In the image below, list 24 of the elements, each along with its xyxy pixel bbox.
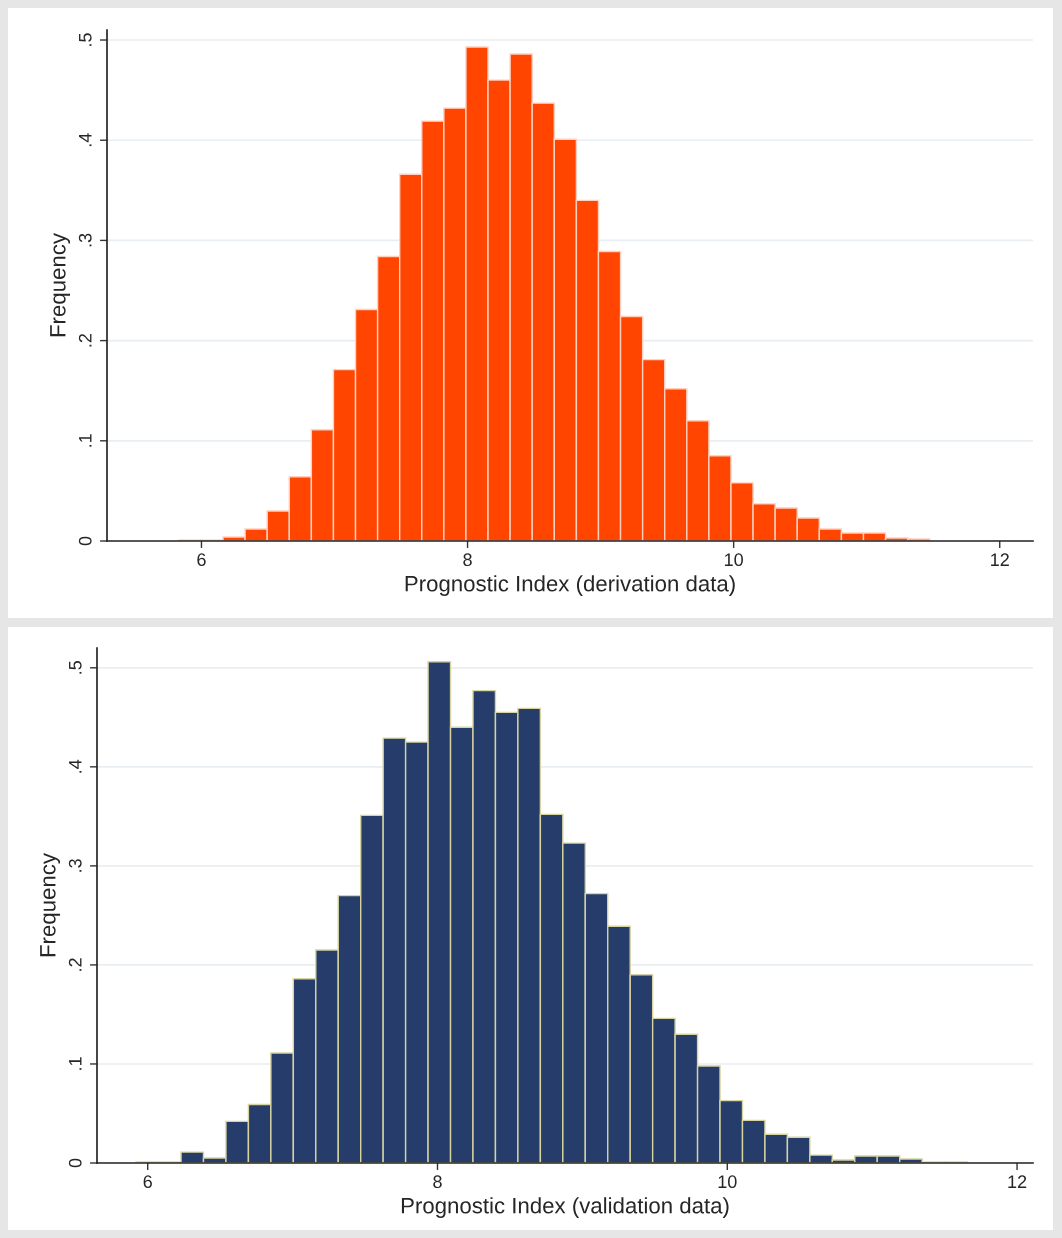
x-tick-label: 8 — [463, 553, 472, 567]
x-tick-label: 6 — [197, 553, 206, 567]
y-tick-label: .2 — [68, 958, 82, 971]
y-tick-label: .3 — [68, 859, 82, 872]
y-tick-label: .5 — [79, 33, 92, 46]
x-tick-label: 10 — [718, 1175, 737, 1189]
y-axis-title: Frequency — [40, 853, 61, 957]
y-tick-label: .4 — [79, 133, 92, 147]
x-axis-title: Prognostic Index (validation data) — [401, 1197, 729, 1218]
x-tick-label: 12 — [991, 553, 1009, 566]
y-tick-label: .5 — [69, 661, 82, 674]
y-tick-label: 0 — [68, 1158, 82, 1168]
y-tick-label: .2 — [78, 333, 92, 347]
x-tick-label: 6 — [143, 1175, 152, 1189]
x-tick-label: 8 — [433, 1175, 442, 1189]
y-tick-label: .3 — [78, 233, 92, 247]
y-tick-label: .1 — [79, 434, 92, 447]
y-axis-title: Frequency — [50, 233, 71, 337]
x-tick-label: 10 — [724, 553, 743, 567]
y-tick-label: 0 — [78, 536, 92, 546]
y-tick-label: .4 — [69, 759, 82, 773]
x-axis-title: Prognostic Index (derivation data) — [405, 575, 735, 596]
x-tick-label: 12 — [1008, 1175, 1027, 1188]
y-tick-label: .1 — [69, 1057, 82, 1070]
